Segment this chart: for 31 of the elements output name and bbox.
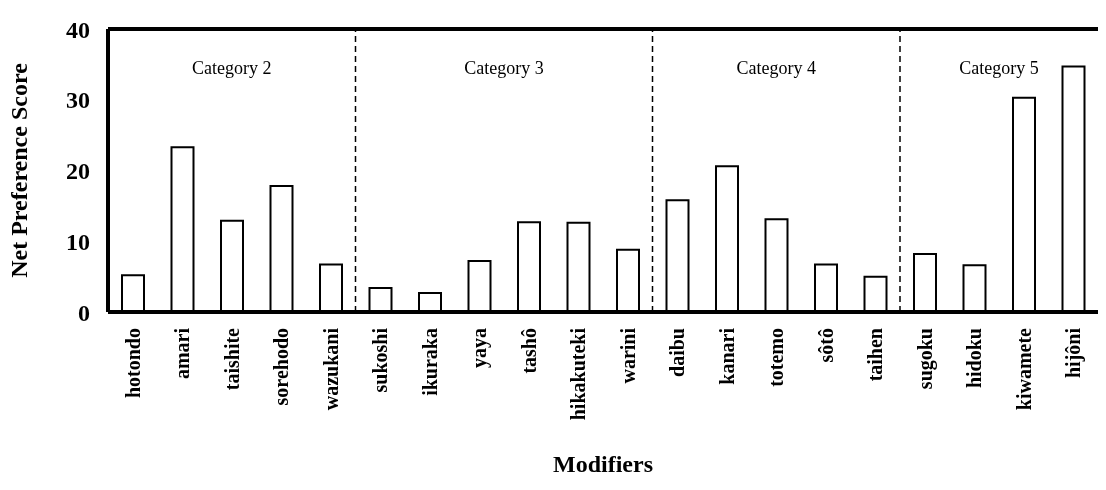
y-tick-label: 10: [66, 228, 90, 255]
x-tick-label: sugoku: [913, 328, 937, 390]
x-tick-label: taishite: [220, 327, 243, 391]
x-tick-label: ikuraka: [418, 328, 441, 396]
y-axis-title: Net Preference Score: [5, 62, 32, 278]
y-tick-label: 40: [66, 16, 90, 43]
x-tick-label: daibu: [666, 328, 689, 377]
x-tick-label: tashô: [517, 328, 540, 374]
x-tick-label: hidoku: [963, 328, 986, 389]
x-tick-label: hotondo: [121, 328, 144, 399]
x-tick-label: kanari: [715, 327, 738, 385]
x-tick-label: amari: [171, 327, 194, 380]
annotation: Category 3: [464, 57, 544, 78]
x-tick-label: taihen: [864, 328, 887, 382]
x-tick-label: sukoshi: [369, 327, 392, 393]
y-tick-label: 20: [66, 158, 90, 185]
x-axis-title: Modifiers: [553, 451, 653, 477]
x-tick-label: wazukani: [319, 327, 342, 411]
x-tick-label: hikakuteki: [567, 327, 590, 421]
y-tick-label: 0: [78, 299, 90, 326]
x-tick-label: kiwamete: [1012, 327, 1035, 411]
x-tick-label: sôtô: [814, 328, 837, 363]
annotation: Category 2: [192, 57, 272, 78]
annotation: Category 4: [736, 57, 816, 78]
x-tick-label: warini: [616, 327, 639, 384]
x-tick-label: yaya: [468, 328, 492, 368]
annotation: Category 5: [959, 57, 1039, 78]
x-tick-label: totemo: [765, 328, 788, 387]
y-tick-label: 30: [66, 87, 90, 114]
x-tick-label: hijôni: [1062, 327, 1086, 379]
x-tick-label: sorehodo: [270, 328, 293, 406]
